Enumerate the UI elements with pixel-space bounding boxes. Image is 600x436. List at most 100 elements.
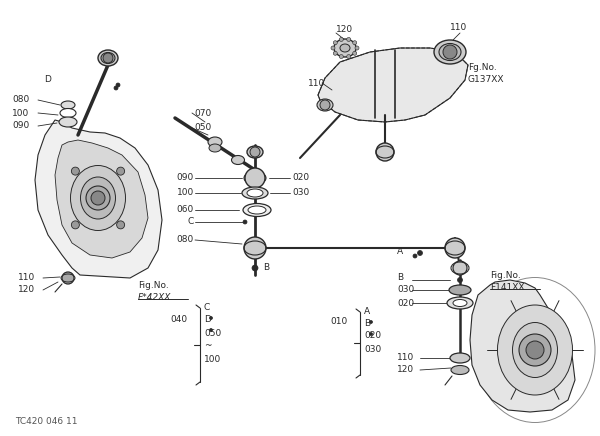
Circle shape — [209, 317, 212, 320]
Ellipse shape — [242, 187, 268, 199]
Polygon shape — [318, 48, 468, 122]
Text: D: D — [44, 75, 51, 85]
Ellipse shape — [434, 40, 466, 64]
Text: C: C — [204, 303, 210, 313]
Text: F141XX: F141XX — [490, 283, 524, 292]
Circle shape — [339, 37, 343, 41]
Circle shape — [250, 147, 260, 157]
Text: Fg.No.: Fg.No. — [468, 64, 497, 72]
Text: 040: 040 — [170, 316, 187, 324]
Text: 110: 110 — [18, 273, 35, 283]
Circle shape — [370, 333, 373, 335]
Text: 110: 110 — [308, 78, 325, 88]
Circle shape — [376, 143, 394, 161]
Ellipse shape — [232, 156, 245, 164]
Circle shape — [347, 54, 351, 58]
Circle shape — [71, 167, 79, 175]
Ellipse shape — [248, 206, 266, 214]
Circle shape — [370, 320, 373, 324]
Ellipse shape — [247, 146, 263, 158]
Ellipse shape — [61, 101, 75, 109]
Circle shape — [339, 54, 343, 58]
Circle shape — [519, 334, 551, 366]
Ellipse shape — [247, 189, 263, 197]
Text: 030: 030 — [397, 286, 414, 294]
Circle shape — [114, 86, 118, 90]
Ellipse shape — [59, 117, 77, 127]
Circle shape — [418, 251, 422, 255]
Circle shape — [116, 83, 120, 87]
Text: 100: 100 — [12, 109, 29, 117]
Text: 100: 100 — [204, 355, 221, 364]
Text: B: B — [263, 263, 269, 272]
Circle shape — [347, 37, 351, 41]
Ellipse shape — [209, 144, 221, 152]
Text: Fig.No.: Fig.No. — [138, 280, 169, 290]
Circle shape — [245, 168, 265, 188]
Circle shape — [443, 45, 457, 59]
Text: 030: 030 — [364, 344, 381, 354]
Text: 020: 020 — [397, 299, 414, 307]
Text: 020: 020 — [292, 174, 309, 183]
Ellipse shape — [439, 44, 461, 61]
Text: 010: 010 — [330, 317, 347, 327]
Text: F*42XX: F*42XX — [138, 293, 172, 302]
Ellipse shape — [512, 323, 557, 378]
Ellipse shape — [208, 137, 222, 147]
Circle shape — [353, 51, 357, 55]
Text: B: B — [364, 320, 370, 328]
Circle shape — [71, 221, 79, 229]
Circle shape — [252, 265, 258, 271]
Circle shape — [243, 220, 247, 224]
Ellipse shape — [71, 166, 125, 231]
Text: 120: 120 — [336, 25, 353, 34]
Ellipse shape — [450, 353, 470, 363]
Text: A: A — [364, 307, 370, 317]
Circle shape — [333, 41, 337, 45]
Ellipse shape — [101, 52, 115, 64]
Ellipse shape — [451, 365, 469, 375]
Circle shape — [116, 221, 125, 229]
Text: 100: 100 — [177, 188, 194, 198]
Circle shape — [86, 186, 110, 210]
Ellipse shape — [340, 44, 350, 52]
Circle shape — [62, 272, 74, 284]
Ellipse shape — [497, 305, 572, 395]
Text: 110: 110 — [450, 24, 467, 33]
Circle shape — [355, 46, 359, 50]
Circle shape — [209, 328, 212, 331]
Text: B: B — [397, 273, 403, 283]
Ellipse shape — [453, 300, 467, 307]
Circle shape — [453, 261, 467, 275]
Text: ~: ~ — [204, 341, 212, 351]
Text: 080: 080 — [12, 95, 29, 105]
Text: 090: 090 — [177, 174, 194, 183]
Polygon shape — [55, 140, 148, 258]
Text: G137XX: G137XX — [468, 75, 505, 85]
Polygon shape — [35, 120, 162, 278]
Ellipse shape — [317, 99, 333, 111]
Text: Fig.No.: Fig.No. — [490, 270, 521, 279]
Circle shape — [413, 254, 417, 258]
Text: 080: 080 — [177, 235, 194, 245]
Polygon shape — [470, 280, 575, 412]
Text: A: A — [397, 248, 403, 256]
Circle shape — [91, 191, 105, 205]
Circle shape — [103, 53, 113, 63]
Text: 120: 120 — [397, 365, 414, 375]
Text: 120: 120 — [18, 286, 35, 294]
Ellipse shape — [80, 177, 115, 219]
Ellipse shape — [98, 50, 118, 66]
Ellipse shape — [60, 109, 76, 117]
Circle shape — [353, 41, 357, 45]
Text: 090: 090 — [12, 122, 29, 130]
Circle shape — [320, 100, 330, 110]
Circle shape — [333, 51, 337, 55]
Circle shape — [331, 46, 335, 50]
Circle shape — [445, 238, 465, 258]
Circle shape — [526, 341, 544, 359]
Text: 050: 050 — [194, 123, 211, 133]
Text: D: D — [204, 316, 211, 324]
Text: 070: 070 — [194, 109, 211, 117]
Circle shape — [244, 237, 266, 259]
